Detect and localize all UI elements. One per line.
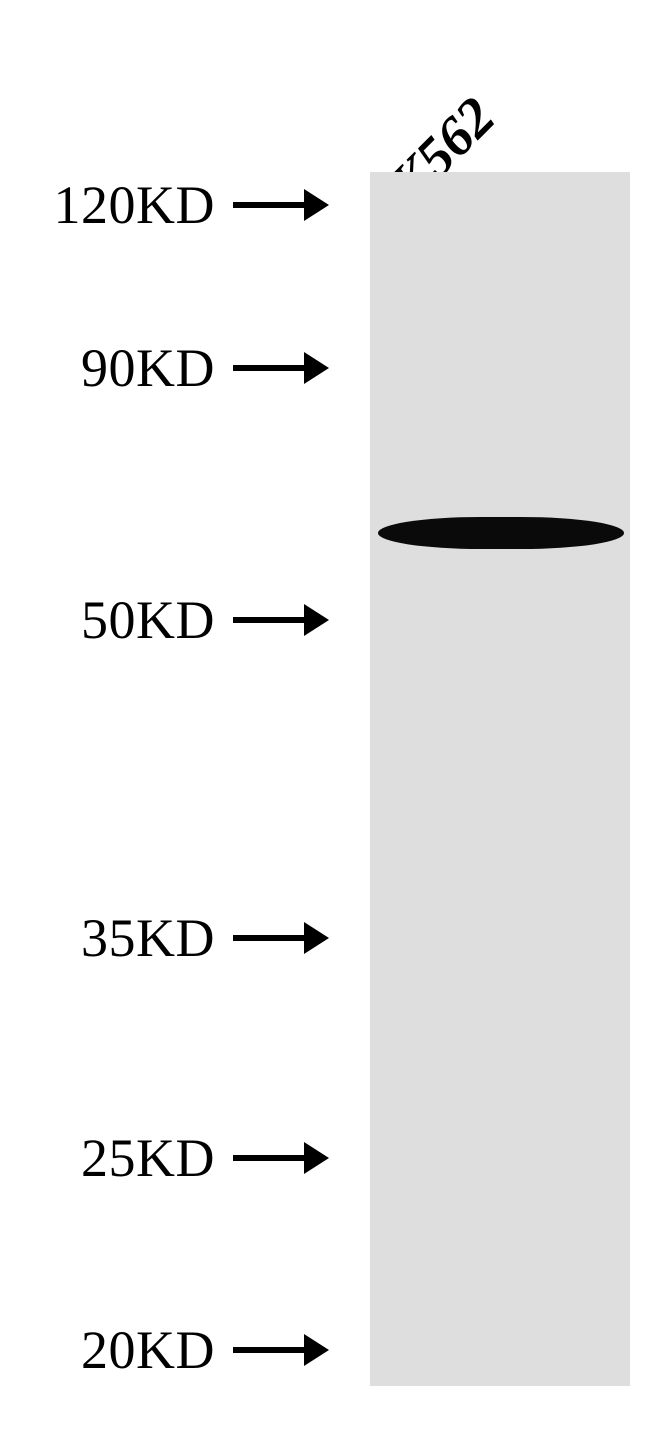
marker-label: 25KD (0, 1127, 215, 1189)
marker-row: 25KD (0, 1131, 329, 1185)
arrow-right-icon (233, 1142, 329, 1174)
band (378, 517, 624, 549)
arrow-right-icon (233, 922, 329, 954)
marker-row: 35KD (0, 911, 329, 965)
marker-row: 50KD (0, 593, 329, 647)
blot-lane-strip (370, 172, 630, 1386)
arrow-right-icon (233, 1334, 329, 1366)
marker-row: 90KD (0, 341, 329, 395)
arrow-right-icon (233, 189, 329, 221)
arrow-right-icon (233, 604, 329, 636)
marker-label: 50KD (0, 589, 215, 651)
marker-label: 90KD (0, 337, 215, 399)
marker-row: 20KD (0, 1323, 329, 1377)
marker-label: 35KD (0, 907, 215, 969)
marker-label: 120KD (0, 174, 215, 236)
marker-row: 120KD (0, 178, 329, 232)
marker-label: 20KD (0, 1319, 215, 1381)
western-blot-figure: K562 120KD90KD50KD35KD25KD20KD (0, 0, 650, 1451)
arrow-right-icon (233, 352, 329, 384)
